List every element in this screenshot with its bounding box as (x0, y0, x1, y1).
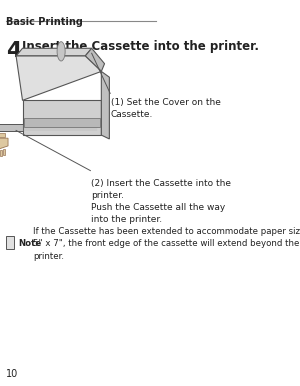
Polygon shape (0, 133, 5, 137)
Text: 4: 4 (6, 41, 22, 61)
Text: If the Cassette has been extended to accommodate paper sizes lager than
5" x 7",: If the Cassette has been extended to acc… (33, 227, 300, 261)
FancyBboxPatch shape (6, 236, 14, 249)
Polygon shape (85, 48, 104, 71)
Text: Basic Printing: Basic Printing (6, 17, 83, 27)
Text: (2) Insert the Cassette into the
printer.
Push the Cassette all the way
into the: (2) Insert the Cassette into the printer… (91, 179, 231, 224)
Text: Note: Note (19, 239, 42, 249)
Text: (1) Set the Cover on the
Cassette.: (1) Set the Cover on the Cassette. (111, 98, 221, 119)
Text: Insert the Cassette into the printer.: Insert the Cassette into the printer. (22, 40, 259, 53)
Polygon shape (0, 150, 2, 156)
Circle shape (57, 42, 65, 61)
Polygon shape (3, 149, 5, 155)
Polygon shape (16, 56, 101, 100)
Polygon shape (101, 71, 110, 139)
Polygon shape (0, 124, 100, 131)
Polygon shape (16, 48, 92, 56)
Polygon shape (22, 100, 101, 135)
Text: Canon: Canon (37, 121, 57, 126)
Text: 10: 10 (6, 369, 19, 379)
Polygon shape (0, 138, 8, 149)
Polygon shape (24, 118, 100, 127)
